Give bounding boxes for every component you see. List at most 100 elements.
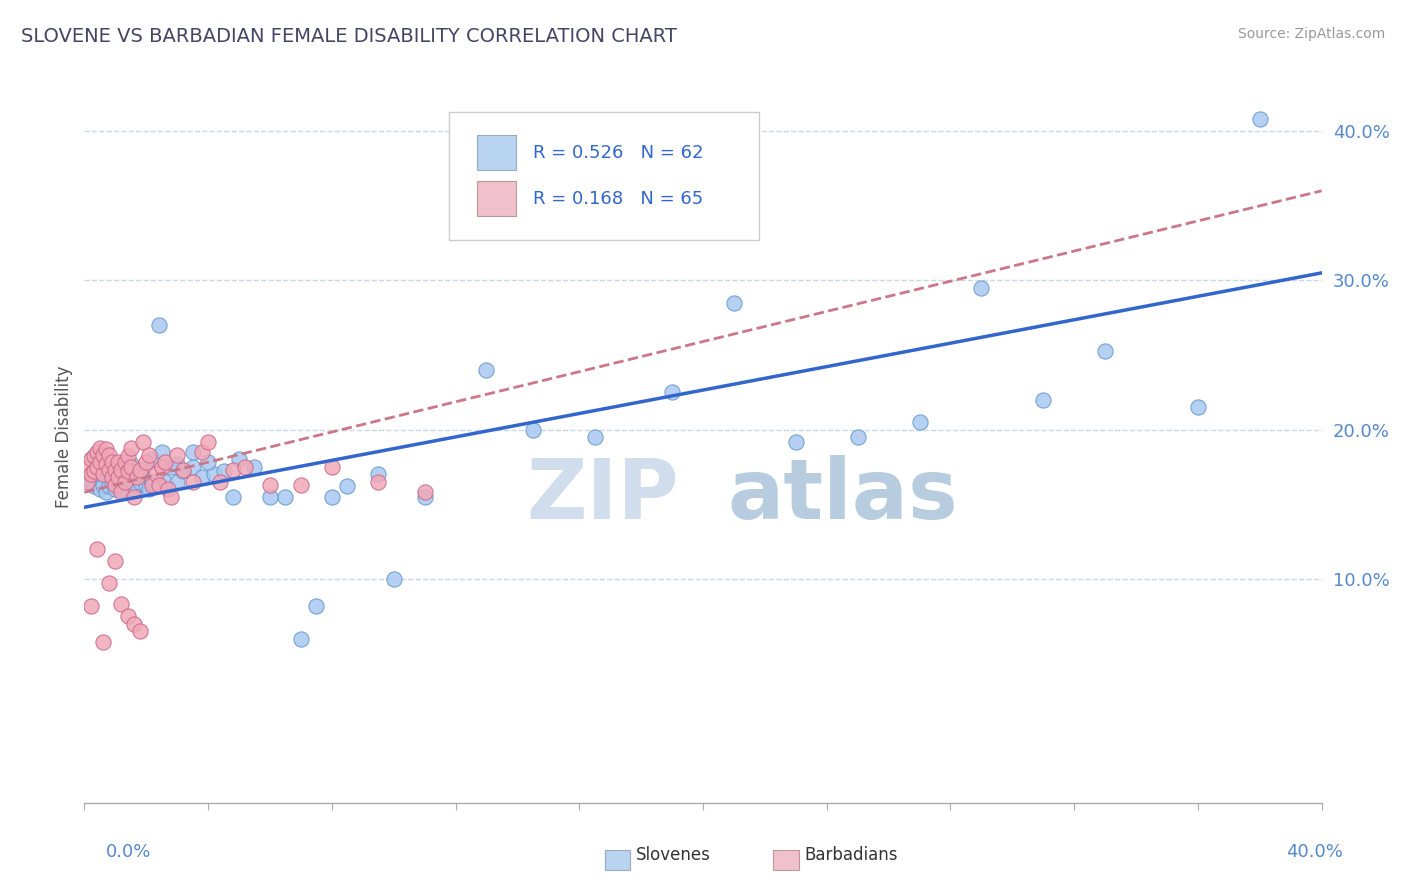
Point <box>172 463 194 477</box>
Point <box>209 475 232 489</box>
Point <box>117 609 139 624</box>
Point <box>274 490 297 504</box>
Point <box>181 475 204 489</box>
Point <box>110 483 132 497</box>
Point <box>290 632 312 646</box>
Point <box>367 467 389 482</box>
Point <box>86 445 108 459</box>
Point <box>367 475 389 489</box>
Point <box>117 479 139 493</box>
Point <box>120 457 142 471</box>
Point <box>166 457 188 471</box>
Point <box>132 434 155 449</box>
Point <box>1094 343 1116 358</box>
Point <box>110 597 132 611</box>
Point <box>290 478 312 492</box>
FancyBboxPatch shape <box>450 112 759 240</box>
Point <box>122 483 145 497</box>
Point <box>89 455 111 469</box>
Point <box>114 455 136 469</box>
Point <box>104 554 127 568</box>
Point <box>148 478 170 492</box>
Point <box>83 479 105 493</box>
Point <box>125 478 148 492</box>
Point <box>243 459 266 474</box>
Text: atlas: atlas <box>728 455 959 536</box>
Point <box>79 475 101 489</box>
Point <box>1249 112 1271 127</box>
Point <box>101 475 124 489</box>
Text: ZIP: ZIP <box>526 455 678 536</box>
Point <box>125 470 148 484</box>
Text: Source: ZipAtlas.com: Source: ZipAtlas.com <box>1237 27 1385 41</box>
Point <box>156 483 179 497</box>
Text: Slovenes: Slovenes <box>636 846 710 863</box>
Point <box>908 415 931 429</box>
Point <box>382 572 405 586</box>
Point <box>141 452 163 467</box>
Text: R = 0.168   N = 65: R = 0.168 N = 65 <box>533 190 704 208</box>
Point <box>89 441 111 455</box>
FancyBboxPatch shape <box>477 181 516 216</box>
Point <box>321 459 343 474</box>
Point <box>228 452 250 467</box>
Point <box>91 478 114 492</box>
Point <box>89 483 111 497</box>
Point <box>101 455 124 469</box>
Point <box>101 470 124 484</box>
Point <box>191 470 214 484</box>
Point <box>107 455 129 469</box>
Point <box>413 485 436 500</box>
Point <box>120 441 142 455</box>
Point <box>259 490 281 504</box>
Point <box>150 459 173 474</box>
Point <box>661 385 683 400</box>
Point <box>153 455 176 469</box>
Point <box>166 448 188 462</box>
Point <box>150 445 173 459</box>
Point <box>145 467 167 482</box>
Point <box>197 434 219 449</box>
Text: R = 0.526   N = 62: R = 0.526 N = 62 <box>533 144 704 161</box>
Y-axis label: Female Disability: Female Disability <box>55 366 73 508</box>
Text: 40.0%: 40.0% <box>1286 843 1343 861</box>
Point <box>98 448 121 462</box>
Point <box>117 450 139 464</box>
Point <box>110 463 132 477</box>
Point <box>98 576 121 591</box>
Point <box>107 470 129 484</box>
Point <box>413 490 436 504</box>
Point <box>79 467 101 482</box>
Point <box>86 470 108 484</box>
Point <box>222 490 245 504</box>
Point <box>141 475 163 489</box>
Point <box>129 463 152 477</box>
Point <box>1187 401 1209 415</box>
Point <box>135 478 157 492</box>
Point <box>202 467 225 482</box>
Point <box>129 464 152 478</box>
Point <box>212 464 235 478</box>
Point <box>117 464 139 478</box>
Point <box>83 450 105 464</box>
Point <box>94 442 117 456</box>
Point <box>166 475 188 489</box>
Point <box>191 445 214 459</box>
Point <box>141 478 163 492</box>
Point <box>1032 392 1054 407</box>
Point <box>522 423 544 437</box>
Point <box>475 363 498 377</box>
Point <box>305 599 328 613</box>
Text: Barbadians: Barbadians <box>804 846 898 863</box>
Point <box>76 459 98 474</box>
Point <box>114 475 136 489</box>
Point <box>83 464 105 478</box>
Point <box>94 485 117 500</box>
Point <box>259 478 281 492</box>
Point <box>222 463 245 477</box>
Point <box>91 467 114 482</box>
Point <box>110 485 132 500</box>
Point <box>86 459 108 474</box>
Point <box>122 616 145 631</box>
Point <box>785 434 807 449</box>
